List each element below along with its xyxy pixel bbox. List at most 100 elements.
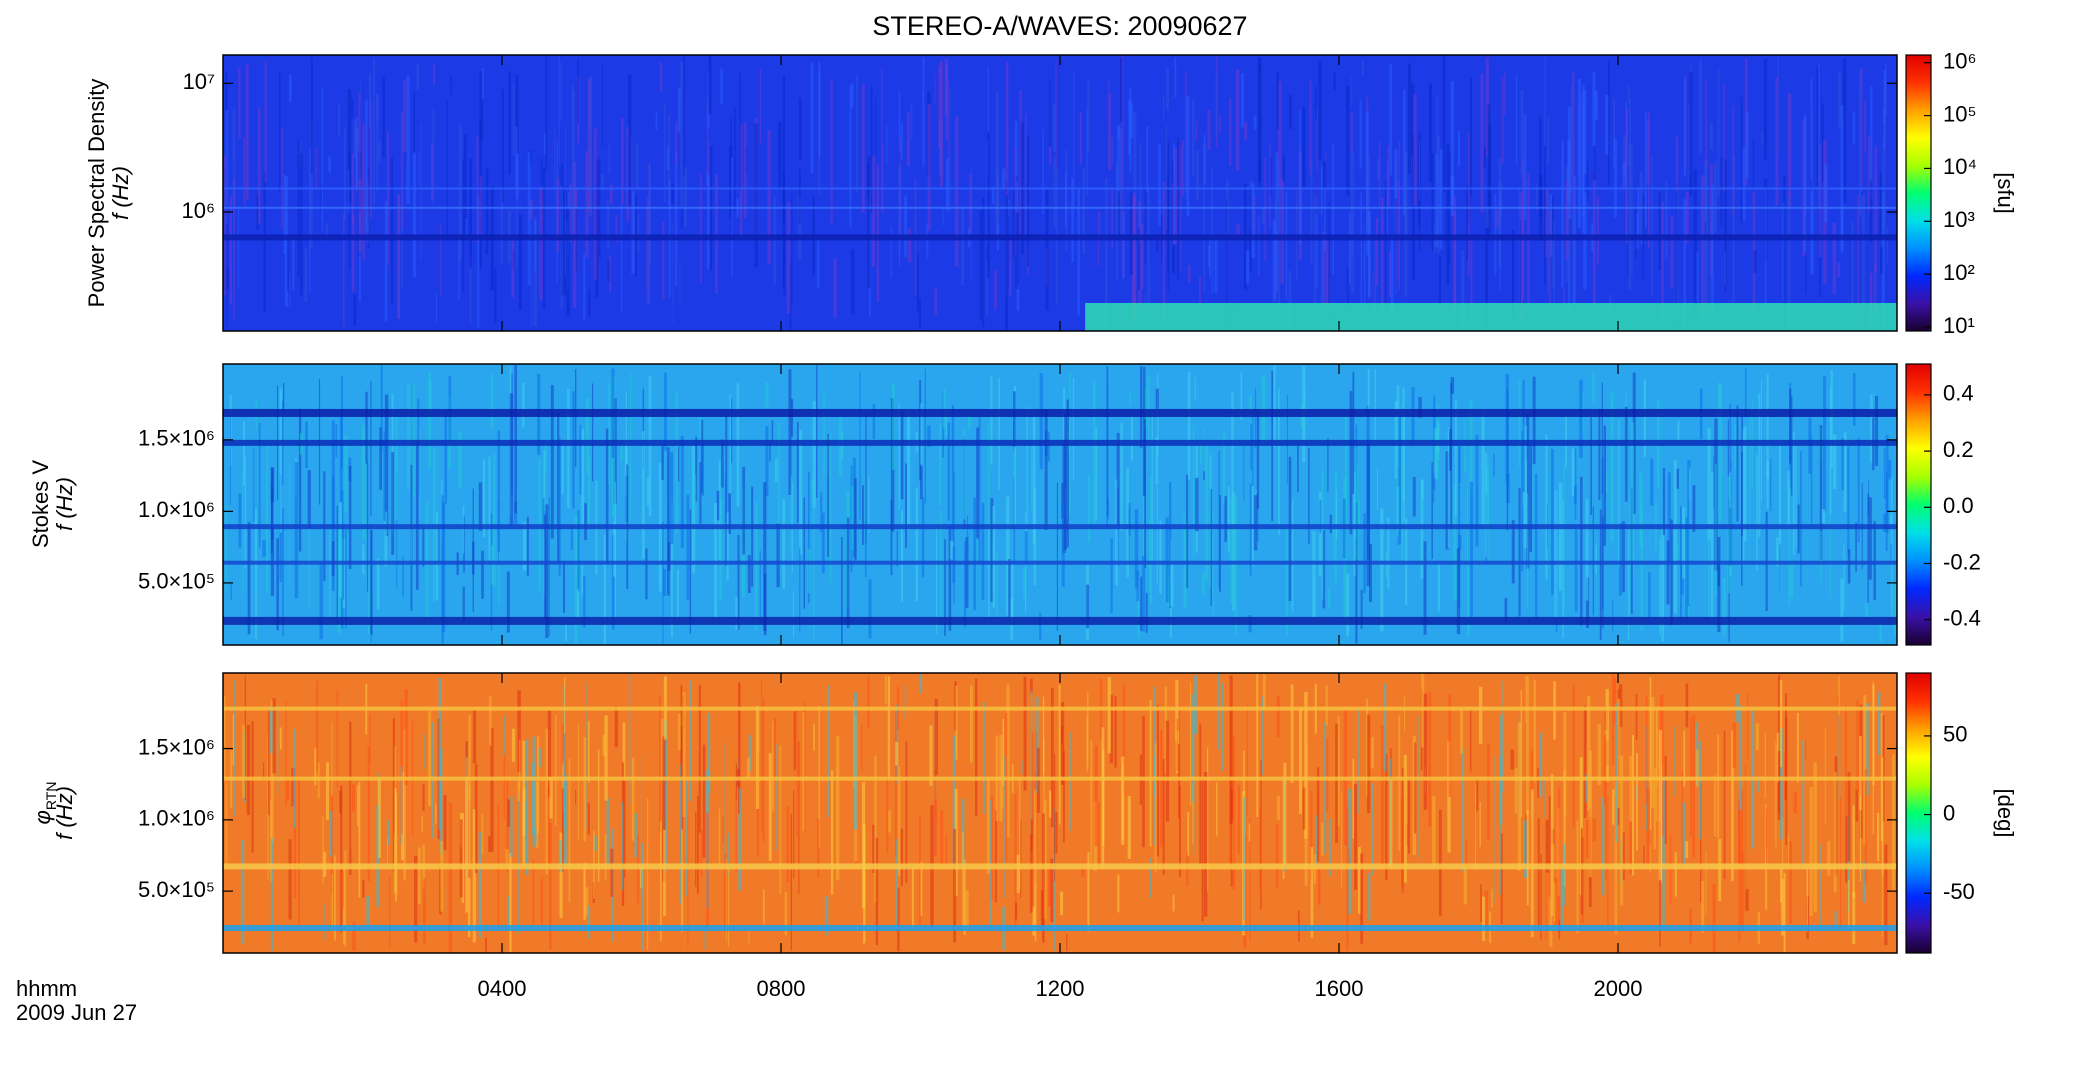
spectrogram-texture [881,144,884,214]
spectrogram-texture [1014,794,1017,926]
spectrogram-texture [584,503,587,541]
spectrogram-texture [1046,248,1048,287]
spectrogram-texture [225,504,227,590]
spectrogram-texture [1622,832,1625,881]
spectrogram-texture [1069,732,1071,832]
spectrogram-texture [1192,425,1195,559]
spectrogram-texture [771,420,774,442]
spectrogram-texture [1576,820,1579,934]
spectrogram-texture [1724,159,1727,292]
spectrogram-texture [1617,698,1621,808]
spectrogram-texture [442,502,446,632]
spectrogram-texture [1651,697,1655,809]
spectrogram-texture [1350,153,1355,294]
spectrogram-texture [1859,736,1862,811]
spectrogram-texture [1625,107,1628,244]
spectrogram-texture [511,728,516,762]
spectrogram-texture [560,185,563,311]
spectrogram-texture [1612,98,1615,167]
spectrogram-texture [944,58,949,115]
spectrogram-texture [953,828,957,943]
spectrogram-texture [376,558,380,610]
spectrogram-texture [1187,371,1191,480]
spectrogram-texture [1017,283,1020,312]
spectrogram-texture [631,757,635,841]
spectrogram-texture [1107,676,1112,754]
spectrogram-texture [429,381,432,412]
spectrogram-texture [662,221,665,300]
spectrogram-texture [1745,112,1749,179]
spectrogram-texture [926,223,929,260]
spectrogram-texture [1052,103,1056,153]
spectrogram-texture [1790,560,1794,599]
spectrogram-texture [1137,228,1140,290]
spectrogram-texture [1592,71,1596,173]
spectrogram-texture [628,674,631,805]
spectrogram-texture [417,847,421,905]
spectrogram-texture [1360,853,1364,944]
spectrogram-texture [695,474,697,570]
spectrogram-texture [1250,424,1253,470]
spectrogram-texture [1756,454,1758,571]
spectrogram-texture [1840,207,1843,250]
spectrogram-texture [929,725,933,786]
spectrogram-texture [747,555,751,593]
spectrogram-texture [519,739,521,789]
spectrogram-texture [1147,186,1150,313]
spectrogram-texture [681,829,683,932]
spectrogram-texture [1098,801,1101,866]
spectrogram-texture [1558,482,1563,591]
spectrogram-texture [1526,492,1529,609]
spectrogram-texture [706,176,710,270]
spectrogram-texture [574,515,578,643]
spectrogram-texture [1358,706,1360,814]
spectrogram-texture [1810,78,1813,180]
spectrogram-texture [1563,770,1566,887]
spectrogram-texture [895,839,898,930]
spectrogram-texture [569,183,572,243]
spectrogram-texture [891,382,895,471]
spectrogram-texture [1631,422,1634,562]
spectrogram-texture [698,684,701,833]
spectrogram-texture [1493,453,1495,477]
spectrogram-texture [1583,192,1587,290]
spectrogram-texture [1701,175,1705,317]
spectrogram-texture [1550,774,1554,917]
spectrogram-texture [1436,95,1438,178]
spectrogram-texture [481,550,484,599]
spectrogram-texture [1421,480,1424,500]
spectrogram-texture [1357,846,1361,914]
colorbar-tick-label: -50 [1943,879,1975,904]
spectrogram-texture [1034,789,1037,924]
spectrogram-texture [995,168,1000,222]
spectrogram-texture [922,57,925,167]
spectrogram-texture [1741,452,1743,586]
spectrogram-texture [577,510,580,593]
spectrogram-texture [1843,543,1845,611]
spectrogram-texture [465,217,467,236]
spectrogram-texture [1014,147,1017,257]
spectrogram-texture [1740,97,1743,223]
spectrogram-texture [1061,482,1065,519]
spectrogram-texture [784,891,787,936]
spectrogram-texture [472,709,477,764]
spectrogram-texture [340,785,343,933]
spectrogram-texture [793,711,796,771]
spectrogram-texture [1261,696,1263,776]
spectrogram-texture [796,421,799,524]
spectrogram-texture [1352,371,1355,494]
spectrogram-texture [1385,754,1388,880]
spectrogram-texture [1646,119,1649,184]
spectrogram-texture [516,160,518,267]
spectrogram-texture [916,253,919,314]
spectrogram-texture [1077,189,1081,316]
spectrogram-texture [1582,89,1587,175]
spectrogram-texture [626,126,629,222]
spectrogram-texture [1387,145,1390,207]
spectrogram-texture [276,538,279,631]
spectrogram-texture [1411,133,1415,280]
spectrogram-texture [1603,735,1607,805]
spectrogram-texture [1484,211,1489,330]
spectrogram-texture [1111,135,1114,165]
spectrogram-texture [435,803,437,824]
